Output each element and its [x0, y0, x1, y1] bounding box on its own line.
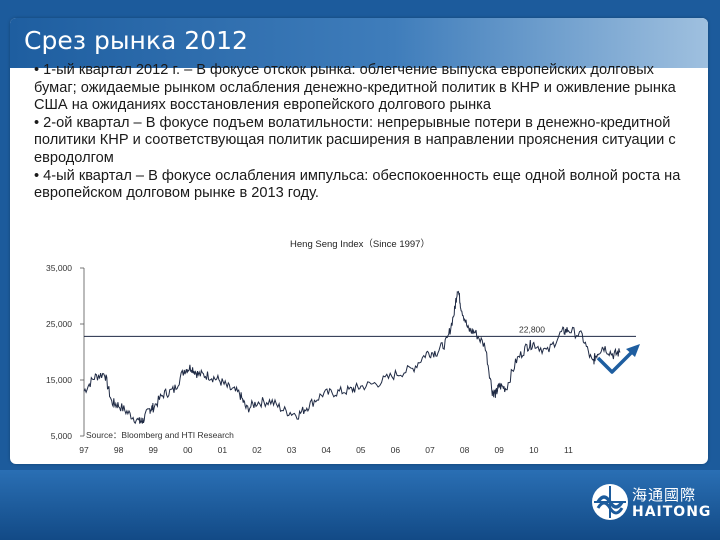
chart-title: Heng Seng Index（Since 1997）: [290, 239, 430, 250]
x-tick-label: 03: [287, 445, 297, 455]
bullet-list: • 1-ый квартал 2012 г. – В фокусе отскок…: [34, 62, 690, 203]
title-bar: Срез рынка 2012: [10, 18, 708, 68]
x-tick-label: 08: [460, 445, 470, 455]
x-tick-label: 98: [114, 445, 124, 455]
logo-name-en: HAITONG: [632, 504, 712, 520]
x-tick-label: 06: [391, 445, 401, 455]
reference-line-label: 22,800: [519, 324, 545, 334]
bullet-q1: • 1-ый квартал 2012 г. – В фокусе отскок…: [34, 62, 676, 114]
trend-arrow-icon: [596, 344, 640, 374]
x-tick-label: 01: [218, 445, 228, 455]
x-tick-label: 10: [529, 445, 539, 455]
bullet-q4: • 4-ый квартал – В фокусе ослабления имп…: [34, 167, 681, 202]
y-tick-label: 25,000: [46, 319, 72, 329]
x-tick-label: 00: [183, 445, 193, 455]
slide-panel: Срез рынка 2012: [10, 18, 708, 464]
y-tick-label: 35,000: [46, 263, 72, 273]
logo-name-cn: 海通國際: [632, 486, 697, 504]
x-tick-label: 04: [321, 445, 331, 455]
x-tick-label: 07: [425, 445, 435, 455]
bullet-q2: • 2-ой квартал – В фокусе подъем волатил…: [34, 114, 676, 166]
y-axis-ticks: 35,000 25,000 15,000 5,000: [46, 263, 85, 441]
x-tick-label: 99: [148, 445, 158, 455]
x-tick-label: 97: [79, 445, 89, 455]
source-note: Source：Bloomberg and HTI Research: [86, 430, 234, 440]
series-line-hsi: [83, 290, 621, 425]
y-tick-label: 5,000: [51, 431, 73, 441]
haitong-emblem-icon: [592, 484, 628, 520]
x-tick-label: 09: [494, 445, 504, 455]
haitong-logo: 海通國際 HAITONG: [590, 482, 710, 524]
x-tick-label: 02: [252, 445, 262, 455]
y-tick-label: 15,000: [46, 375, 72, 385]
x-axis-ticks: 97 98 99 00 01 02 03 04 05 06 07 08 09 10 11: [79, 445, 573, 455]
x-tick-label: 11: [564, 445, 573, 455]
slide-title: Срез рынка 2012: [24, 26, 248, 55]
x-tick-label: 05: [356, 445, 366, 455]
